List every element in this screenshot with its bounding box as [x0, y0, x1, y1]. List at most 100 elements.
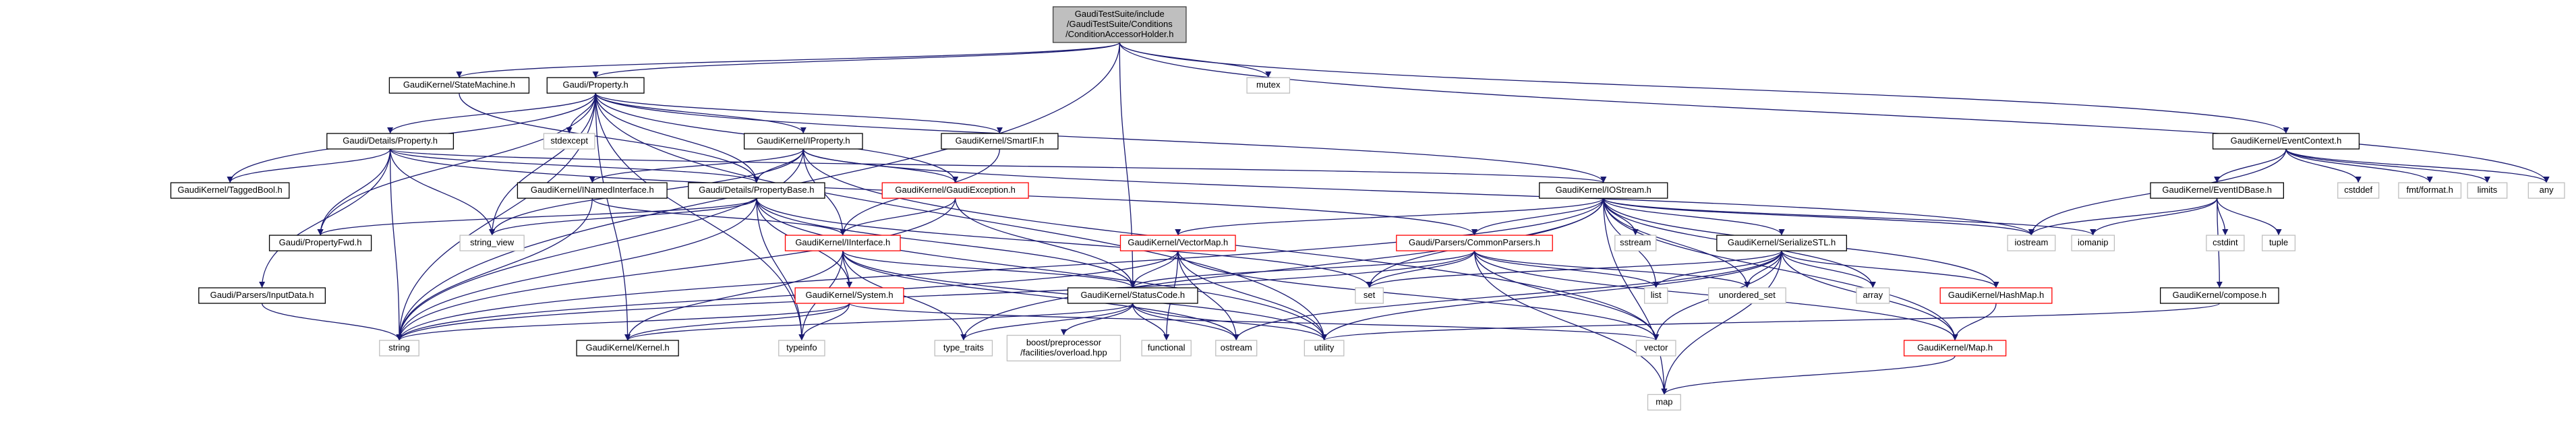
node-box — [459, 235, 525, 251]
node-label: ostream — [1221, 342, 1252, 353]
node-box — [1141, 340, 1192, 357]
edge — [389, 148, 760, 183]
node-box — [1939, 287, 2053, 304]
edge — [1781, 250, 1876, 288]
node-box — [1647, 394, 1681, 411]
node-box — [1246, 77, 1291, 94]
node-box — [1539, 182, 1668, 199]
node-label: fmt/format.h — [2406, 185, 2453, 195]
edge — [2217, 198, 2229, 236]
edge — [396, 93, 596, 340]
edge — [389, 149, 403, 340]
edge — [595, 93, 760, 183]
edge — [566, 93, 596, 134]
node: GaudiKernel/StateMachine.h — [388, 77, 530, 94]
node: GaudiKernel/TaggedBool.h — [170, 182, 290, 199]
node-box — [1856, 287, 1890, 304]
node: utility — [1304, 340, 1345, 357]
edge — [802, 148, 2035, 236]
edge — [842, 251, 1239, 340]
node-label: /ConditionAccessorHolder.h — [1065, 29, 1173, 39]
node: set — [1355, 287, 1384, 304]
node: sstream — [1614, 235, 1657, 251]
edge — [1060, 303, 1134, 336]
node-label: iostream — [2014, 237, 2048, 247]
node-label: typeinfo — [786, 342, 817, 353]
node: iomanip — [2071, 235, 2115, 251]
edge — [960, 303, 1134, 341]
node-box — [743, 133, 863, 150]
node: array — [1856, 287, 1890, 304]
node-label: GaudiKernel/HashMap.h — [1948, 290, 2044, 300]
node: GaudiKernel/INamedInterface.h — [517, 182, 668, 199]
node: GaudiKernel/SmartIF.h — [941, 133, 1059, 150]
node: Gaudi/Details/Property.h — [326, 133, 455, 150]
node-label: /GaudiTestSuite/Conditions — [1067, 19, 1173, 29]
edge — [2028, 197, 2218, 236]
node-label: GaudiKernel/IProperty.h — [757, 135, 850, 146]
node-label: array — [1863, 290, 1883, 300]
node-box — [2212, 133, 2360, 150]
node: unordered_set — [1708, 287, 1786, 304]
edge — [396, 250, 1179, 341]
edge — [396, 198, 1604, 340]
node-box — [784, 235, 901, 251]
edge — [1321, 303, 2220, 341]
node-label: Gaudi/Details/PropertyBase.h — [699, 185, 814, 195]
edge — [1132, 303, 1328, 341]
node-box — [198, 287, 326, 304]
edge — [2285, 148, 2550, 183]
edge — [955, 198, 1136, 288]
node-label: Gaudi/Property.h — [562, 80, 628, 90]
node-label: unordered_set — [1719, 290, 1776, 300]
node: GaudiKernel/IOStream.h — [1539, 182, 1668, 199]
node: Gaudi/Property.h — [546, 77, 645, 94]
edge — [2285, 148, 2362, 183]
edge — [1603, 197, 2097, 236]
node-label: list — [1651, 290, 1662, 300]
node: Gaudi/PropertyFwd.h — [268, 235, 372, 251]
edge — [1471, 197, 1604, 236]
edge — [756, 198, 805, 340]
node-label: boost/preprocessor — [1026, 337, 1102, 347]
edge — [2285, 148, 2490, 183]
node-label: functional — [1148, 342, 1185, 353]
node: GaudiKernel/GaudiException.h — [881, 182, 1029, 199]
edge — [1177, 251, 1239, 340]
node: type_traits — [934, 340, 993, 357]
edge — [1473, 250, 1751, 288]
node-box — [326, 133, 455, 150]
node: GaudiKernel/SerializeSTL.h — [1716, 235, 1847, 251]
edge — [756, 198, 1373, 288]
node-label: cstdint — [2213, 237, 2238, 247]
edge — [2217, 198, 2282, 236]
node-label: Gaudi/Parsers/CommonParsers.h — [1409, 237, 1540, 247]
node-label: Gaudi/Details/Property.h — [343, 135, 438, 146]
edge — [1119, 42, 1272, 78]
edge — [1119, 42, 2550, 183]
edge — [592, 42, 1120, 78]
node-box — [1635, 340, 1676, 357]
edge — [396, 303, 850, 341]
edge — [842, 250, 1136, 288]
node-box — [2262, 235, 2296, 251]
node-box — [379, 340, 419, 357]
node-label: /facilities/overload.hpp — [1020, 347, 1107, 357]
node-box — [2337, 182, 2380, 199]
node-box — [517, 182, 668, 199]
edge — [1603, 197, 2035, 236]
edge — [624, 303, 850, 341]
edge — [2214, 148, 2287, 183]
edge — [1130, 250, 1475, 288]
edge — [1473, 251, 1660, 340]
node: Gaudi/Parsers/CommonParsers.h — [1396, 235, 1553, 251]
edge — [1603, 198, 1751, 288]
node-label: set — [1364, 290, 1376, 300]
edge — [1132, 303, 1170, 341]
node-box — [2159, 287, 2279, 304]
node-label: GaudiKernel/VectorMap.h — [1128, 237, 1228, 247]
node-box — [1396, 235, 1553, 251]
node-box — [1614, 235, 1657, 251]
node-label: map — [1656, 396, 1672, 406]
edge — [389, 149, 496, 236]
